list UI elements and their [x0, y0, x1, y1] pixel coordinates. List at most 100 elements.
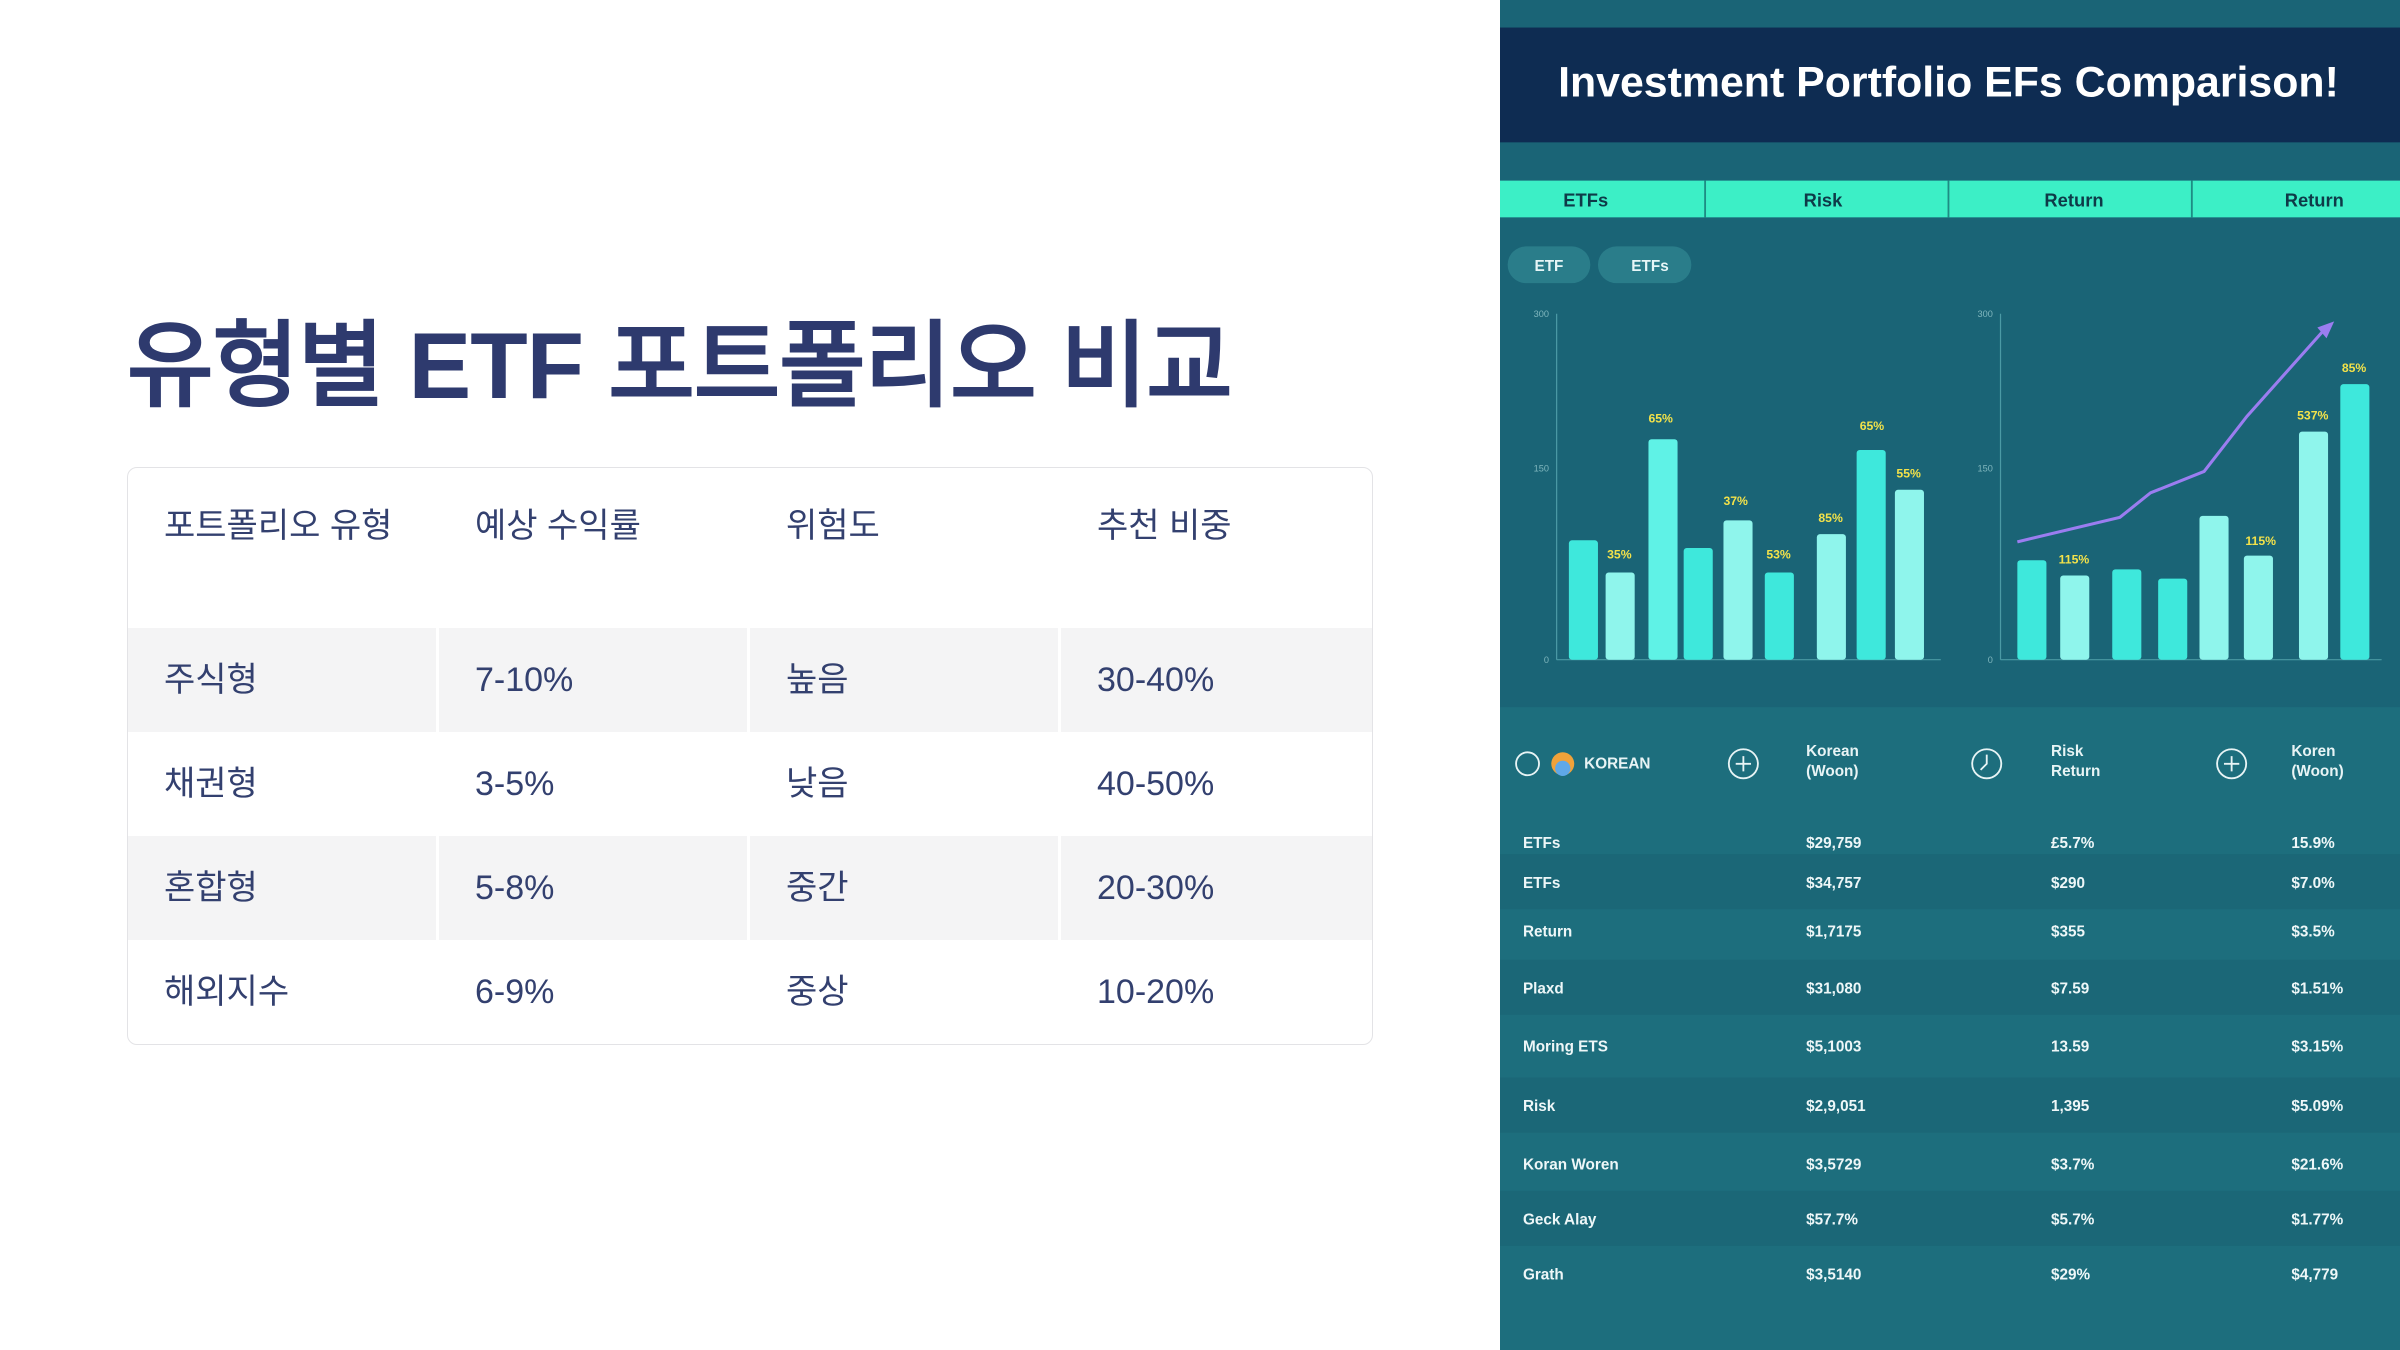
bar-label: 53%	[1766, 548, 1791, 562]
row-stripe	[1500, 959, 2400, 1015]
header-cell: 추천 비중	[1097, 507, 1232, 545]
pill-label: ETFs	[1631, 258, 1668, 275]
image-table-cell: $29,759	[1806, 835, 1861, 852]
table-cell: 6-9%	[439, 940, 750, 1044]
tab-dividers	[1704, 180, 2193, 218]
flag-icon	[1555, 760, 1571, 777]
bar-shape	[1723, 520, 1753, 660]
bar-label: 55%	[1896, 467, 1921, 481]
axis-label: 0	[1544, 655, 1549, 665]
axis-label: 150	[1534, 463, 1549, 473]
header-cell: 위험도	[750, 468, 1061, 628]
bar-label: 85%	[1818, 511, 1843, 525]
image-table-cell: Koran Woren	[1523, 1156, 1619, 1173]
tab-label: Risk	[1804, 190, 1844, 211]
pill	[1597, 246, 1692, 284]
table-cell: 채권형	[128, 732, 439, 836]
axis-label: 300	[1534, 309, 1549, 319]
bar-shape	[1856, 450, 1886, 660]
bar-shape	[2017, 560, 2047, 660]
table-cell: 3-5%	[439, 732, 750, 836]
image-table-header: Koren	[2291, 743, 2335, 760]
image-table-header: Korean	[1806, 743, 1859, 760]
bar-shape	[2298, 431, 2329, 660]
portfolio-table: 포트폴리오 유형 예상 수익률 위험도 추천 비중 주식형 7-10% 높음 30-40% 채권…	[127, 467, 1373, 1045]
bar-label: 37%	[1723, 494, 1748, 508]
table-row: 주식형 7-10% 높음 30-40%	[128, 628, 1372, 732]
bar-label: 115%	[2059, 552, 2090, 566]
image-table-cell: Return	[1523, 924, 1572, 941]
slide-title: 유형별 ETF 포트폴리오 비교	[127, 313, 1233, 418]
image-table-cell: $290	[2051, 875, 2085, 892]
image-table-cell: $2,9,051	[1806, 1098, 1866, 1115]
image-table-cell: $3.5%	[2291, 924, 2335, 941]
image-table-cell: Risk	[1523, 1098, 1556, 1115]
image-table-header: KOREAN	[1584, 755, 1650, 772]
table-cell: 중상	[750, 940, 1061, 1044]
bar-shape	[1894, 489, 1924, 660]
illustration: Investment Portfolio EFs Comparison! ETFs…	[1500, 0, 2400, 1350]
image-table-cell: 13.59	[2051, 1039, 2089, 1056]
bar-shape	[1816, 534, 1846, 660]
bar-label: 537%	[2297, 408, 2328, 422]
image-table-cell: Plaxd	[1523, 980, 1564, 997]
table-row: 혼합형 5-8% 중간 20-30%	[128, 836, 1372, 940]
image-table-header: (Woon)	[1806, 763, 1858, 780]
image-table-cell: $57.7%	[1806, 1211, 1858, 1228]
bar-shape	[1605, 572, 1635, 660]
image-table-cell: $7.0%	[2291, 875, 2335, 892]
image-table-cell: £5.7%	[2051, 835, 2095, 852]
image-table-cell: $3.15%	[2291, 1039, 2343, 1056]
image-table-cell: $5.7%	[2051, 1211, 2095, 1228]
bar-label: 115%	[2245, 534, 2276, 548]
image-table-cell: Geck Alay	[1523, 1211, 1597, 1228]
row-stripe	[1500, 1190, 2400, 1246]
image-table-cell: ETFs	[1523, 835, 1560, 852]
bar-label: 65%	[1860, 419, 1885, 433]
table-cell: 20-30%	[1061, 836, 1372, 940]
arrow-head	[2317, 321, 2335, 339]
bar-shape	[1568, 540, 1598, 660]
image-table-cell: $3,5140	[1806, 1267, 1861, 1284]
bar-shape	[2243, 555, 2273, 660]
image-table-cell: $4,779	[2291, 1267, 2338, 1284]
image-table-cell: $5,1003	[1806, 1039, 1861, 1056]
table-row: 해외지수 6-9% 중상 10-20%	[128, 940, 1372, 1044]
bars	[1568, 384, 2370, 660]
image-table-cell: $1.77%	[2291, 1211, 2343, 1228]
table-cell: 40-50%	[1097, 765, 1215, 803]
bar-label: 35%	[1607, 548, 1632, 562]
pill-label: ETF	[1535, 258, 1564, 275]
table-cell: 30-40%	[1061, 628, 1372, 732]
image-table-cell: $31,080	[1806, 980, 1861, 997]
table-cell: 5-8%	[439, 836, 750, 940]
bar-shape	[2199, 515, 2229, 660]
table-cell: 낮음	[750, 732, 1061, 836]
image-table-cell: $34,757	[1806, 875, 1861, 892]
table-cell: 주식형	[128, 628, 439, 732]
table-cell: 높음	[750, 628, 1061, 732]
image-table-cell: $3,5729	[1806, 1156, 1861, 1173]
image-table-header: Risk	[2051, 743, 2084, 760]
table-cell: 혼합형	[128, 836, 439, 940]
image-table-cell: $355	[2051, 924, 2086, 941]
bar-shape	[1683, 547, 1713, 660]
row-stripe	[1500, 854, 2400, 910]
image-title: Investment Portfolio EFs Comparison!	[1558, 58, 2339, 106]
bar-shape	[2158, 578, 2188, 660]
trend-line	[2016, 329, 2325, 544]
tab-label: Return	[2285, 190, 2344, 211]
image-table-cell: ETFs	[1523, 875, 1560, 892]
image-table-cell: $7.59	[2051, 980, 2089, 997]
image-table-cell: Grath	[1523, 1267, 1564, 1284]
table-cell: 10-20%	[1097, 973, 1215, 1011]
table-row: 채권형 3-5% 낮음 40-50%	[128, 732, 1372, 836]
image-table-cell: 15.9%	[2291, 835, 2335, 852]
image-table-cell: $3.7%	[2051, 1156, 2095, 1173]
image-table-cell: 1,395	[2051, 1098, 2090, 1115]
header-row: 포트폴리오 유형 예상 수익률 위험도 추천 비중	[128, 468, 1372, 628]
axis-label: 150	[1978, 463, 1993, 473]
image-table-cell: $1,7175	[1806, 924, 1862, 941]
bar-shape	[1764, 572, 1794, 660]
